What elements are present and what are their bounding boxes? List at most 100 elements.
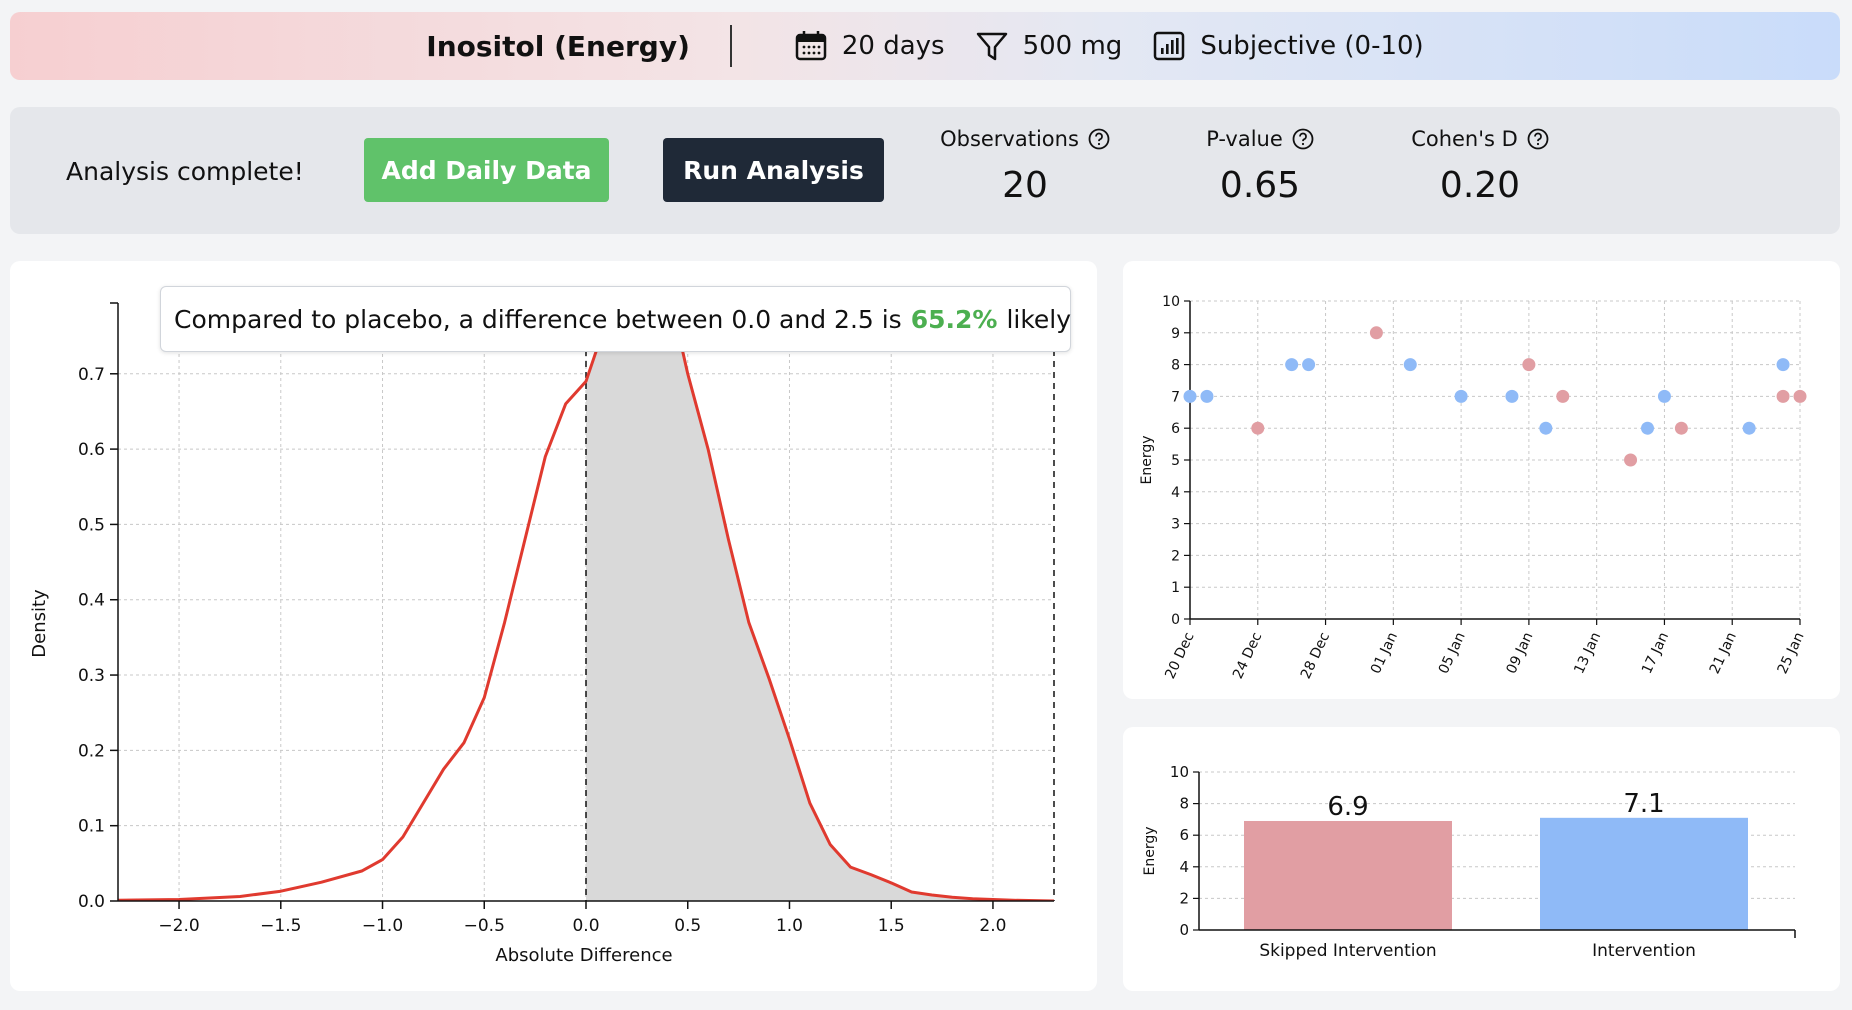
density-line — [118, 306, 1054, 901]
header-bar: Inositol (Energy) 20 days 500 mg — [10, 12, 1840, 80]
scatter-point — [1674, 421, 1688, 435]
scatter-point — [1742, 421, 1756, 435]
scatter-point — [1183, 389, 1197, 403]
y-tick-label: 6 — [1179, 826, 1189, 844]
y-tick-label: 0.5 — [78, 515, 105, 535]
y-tick-label: 4 — [1179, 858, 1189, 876]
scatter-point — [1403, 358, 1417, 372]
scatter-point — [1200, 389, 1214, 403]
bar-card: 6.9 Skipped Intervention 7.1 Intervention 0 2… — [1123, 727, 1840, 991]
x-tick-label: 2.0 — [979, 916, 1006, 936]
x-tick-label: 0.5 — [674, 916, 701, 936]
bar-chart-icon — [1154, 31, 1185, 61]
dose-text: 500 mg — [1022, 31, 1123, 61]
dose-item: 500 mg — [975, 29, 1123, 63]
duration-item: 20 days — [794, 29, 945, 63]
bar-chart: 6.9 Skipped Intervention 7.1 Intervention 0 2… — [1142, 763, 1796, 961]
y-tick-label: 0.0 — [78, 892, 105, 912]
scatter-point — [1793, 389, 1807, 403]
scatter-point — [1641, 421, 1654, 435]
scatter-point — [1285, 358, 1299, 372]
status-text: Analysis complete! — [66, 157, 304, 186]
x-tick-label: 25 Jan — [1775, 630, 1808, 677]
x-tick-label: 13 Jan — [1571, 630, 1604, 677]
y-tick-label: 0.2 — [78, 741, 105, 761]
scatter-point — [1505, 389, 1519, 403]
stat-label: P-value — [1206, 127, 1283, 151]
y-tick-label: 0.3 — [78, 666, 105, 686]
x-tick-label: 09 Jan — [1503, 630, 1536, 677]
y-tick-label: 0.4 — [78, 591, 105, 611]
tooltip-prefix: Compared to placebo, a difference betwee… — [174, 304, 902, 334]
scatter-point — [1454, 389, 1468, 403]
scale-item: Subjective (0-10) — [1152, 29, 1424, 63]
bar — [1244, 820, 1452, 930]
x-tick-label: −0.5 — [464, 916, 505, 936]
y-tick-label: 10 — [1162, 294, 1180, 310]
x-tick-label: Intervention — [1592, 941, 1696, 961]
help-icon[interactable] — [1292, 128, 1314, 150]
x-tick-label: 1.0 — [776, 916, 803, 936]
run-analysis-button[interactable]: Run Analysis — [663, 138, 884, 202]
scatter-point — [1539, 421, 1553, 435]
stat-value: 0.20 — [1439, 165, 1521, 206]
tooltip-suffix: likely — [1006, 304, 1072, 334]
y-tick-label: 2 — [1171, 548, 1180, 564]
y-tick-label: 0.7 — [78, 365, 105, 385]
tooltip-percent: 65.2% — [910, 304, 998, 334]
scatter-card: 0 1 2 3 4 5 6 7 8 9 10 20 Dec 24 Dec 28 Dec 01 Jan 05 J… — [1123, 261, 1840, 699]
calendar-icon — [795, 31, 827, 61]
x-tick-label: 21 Jan — [1707, 630, 1740, 677]
help-icon[interactable] — [1088, 128, 1110, 150]
y-axis-label: Energy — [1139, 435, 1155, 484]
y-tick-label: 10 — [1170, 763, 1189, 781]
x-tick-label: −2.0 — [158, 916, 199, 936]
help-icon[interactable] — [1527, 128, 1549, 150]
scatter-point — [1556, 389, 1570, 403]
x-tick-label: −1.5 — [260, 916, 301, 936]
scale-text: Subjective (0-10) — [1200, 31, 1424, 61]
y-axis-label: Density — [29, 589, 50, 658]
scatter-point — [1624, 453, 1638, 467]
add-daily-data-button[interactable]: Add Daily Data — [364, 138, 609, 202]
x-tick-label: 28 Dec — [1298, 630, 1333, 681]
scatter-point — [1302, 358, 1316, 372]
header-divider — [729, 25, 732, 67]
y-tick-label: 0 — [1171, 612, 1180, 628]
bar — [1540, 817, 1748, 930]
y-tick-label: 8 — [1179, 795, 1189, 813]
probability-tooltip: Compared to placebo, a difference betwee… — [160, 286, 1071, 352]
stat-label: Observations — [940, 127, 1079, 151]
stat-cohens-d: Cohen's D 0.20 — [1400, 127, 1560, 206]
x-tick-label: −1.0 — [362, 916, 403, 936]
duration-text: 20 days — [841, 31, 945, 61]
scatter-point — [1776, 389, 1790, 403]
y-axis-label: Energy — [1142, 826, 1158, 875]
y-tick-label: 5 — [1171, 453, 1180, 469]
x-tick-label: 24 Dec — [1230, 630, 1265, 681]
x-axis-label: Absolute Difference — [495, 945, 672, 966]
y-tick-label: 0 — [1179, 921, 1189, 939]
y-tick-label: 3 — [1171, 517, 1180, 533]
scatter-point — [1369, 326, 1383, 340]
scatter-chart: 0 1 2 3 4 5 6 7 8 9 10 20 Dec 24 Dec 28 Dec 01 Jan 05 J… — [1139, 294, 1808, 681]
bar-value-label: 6.9 — [1327, 792, 1368, 822]
stat-value: 0.65 — [1219, 165, 1301, 206]
y-tick-label: 1 — [1171, 580, 1180, 596]
analysis-panel: Analysis complete! Add Daily Data Run An… — [10, 107, 1840, 234]
stat-label: Cohen's D — [1411, 127, 1518, 151]
y-tick-label: 6 — [1171, 421, 1180, 437]
y-tick-label: 4 — [1171, 485, 1180, 501]
x-tick-label: 0.0 — [572, 916, 599, 936]
y-tick-label: 8 — [1171, 358, 1180, 374]
stat-observations: Observations 20 — [935, 127, 1115, 206]
page-title: Inositol (Energy) — [426, 29, 690, 63]
stat-value: 20 — [1002, 165, 1048, 206]
y-tick-label: 9 — [1171, 326, 1180, 342]
y-tick-label: 0.1 — [78, 817, 105, 837]
x-tick-label: 1.5 — [878, 916, 905, 936]
scatter-point — [1657, 389, 1671, 403]
density-chart: −2.0 −1.5 −1.0 −0.5 0.0 0.5 1.0 1.5 2.0 0.0 0.1 0.2… — [29, 302, 1055, 966]
x-tick-label: 20 Dec — [1162, 630, 1197, 681]
y-tick-label: 7 — [1171, 389, 1180, 405]
